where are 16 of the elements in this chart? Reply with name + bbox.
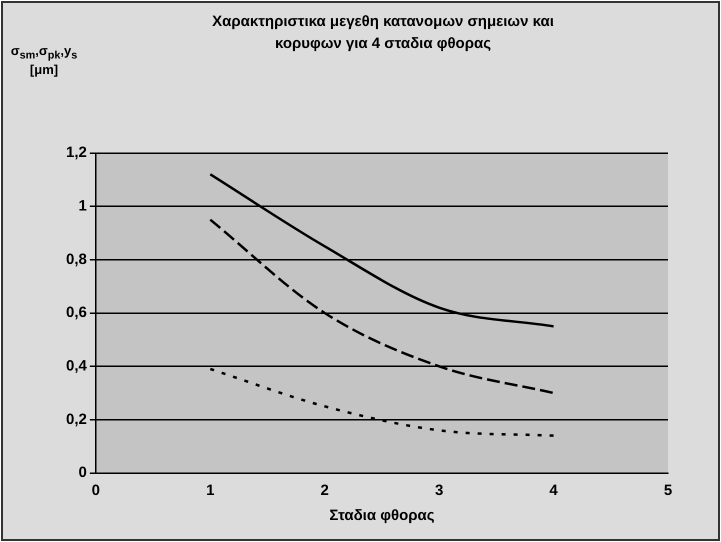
x-axis-title: Σταδια φθορας xyxy=(329,507,435,524)
y-tick-label: 0,2 xyxy=(66,410,87,428)
x-tick-label: 4 xyxy=(549,482,558,500)
y-tick-label: 1,2 xyxy=(66,144,87,162)
x-tick-label: 2 xyxy=(320,482,329,500)
y-tick-label: 0,8 xyxy=(66,250,87,268)
y-tick-label: 1 xyxy=(78,197,87,214)
x-tick-label: 1 xyxy=(206,482,214,500)
x-tick-label: 3 xyxy=(434,482,444,500)
y-tick-label: 0,6 xyxy=(66,304,87,322)
y-tick-label: 0,4 xyxy=(66,357,88,374)
x-tick-label: 5 xyxy=(664,482,672,500)
text: σ$_{sm}$,σ$_{pk}$,y$_{s}$ [μm] xyxy=(10,43,78,77)
chart-title: Χαρακτηριστικα μεγεθη κατανομων σημειων και κορυφων για 4 σταδια φθορας xyxy=(211,12,555,54)
x-tick-label: 0 xyxy=(92,482,100,500)
y-tick-label: 0 xyxy=(78,464,87,482)
